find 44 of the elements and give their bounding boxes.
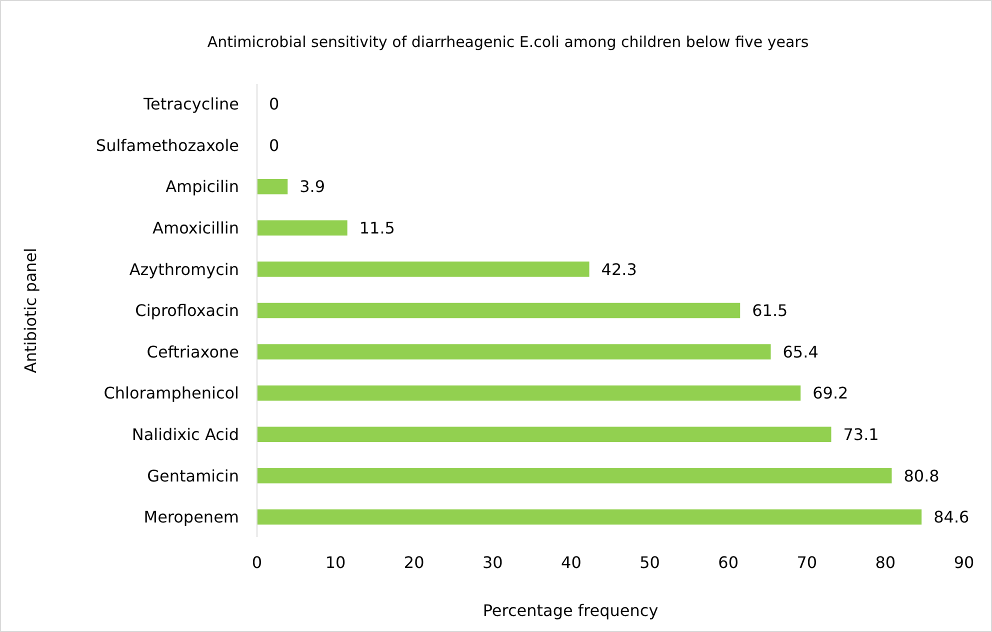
data-label: 3.9: [300, 177, 326, 196]
x-tick-label: 90: [954, 553, 974, 572]
data-label: 42.3: [601, 260, 637, 279]
bar: [257, 220, 348, 236]
y-tick-label: Amoxicillin: [152, 218, 239, 238]
x-tick-label: 80: [875, 553, 896, 572]
y-tick-label: Nalidixic Acid: [132, 424, 239, 444]
data-label: 61.5: [752, 301, 788, 320]
bar: [257, 302, 740, 318]
x-tick-label: 0: [252, 553, 262, 572]
x-tick-label: 30: [482, 553, 503, 572]
x-tick-label: 60: [718, 553, 739, 572]
data-label: 0: [269, 94, 280, 114]
y-tick-label: Ciprofloxacin: [135, 301, 239, 320]
y-tick-label: Sulfamethozaxole: [96, 136, 239, 155]
x-tick-label: 40: [561, 553, 582, 572]
data-label: 65.4: [782, 342, 818, 362]
chart-title: Antimicrobial sensitivity of diarrheagenic E.coli among children below five years: [207, 33, 809, 51]
y-tick-label: Ceftriaxone: [146, 342, 239, 362]
y-tick-label: Gentamicin: [147, 466, 239, 486]
data-label: 11.5: [359, 218, 395, 238]
y-tick-label: Meropenem: [144, 508, 239, 527]
data-label: 73.1: [843, 424, 879, 444]
bar: [257, 468, 892, 484]
data-label: 84.6: [934, 508, 970, 527]
y-tick-label: Ampicilin: [166, 177, 239, 196]
y-tick-label: Tetracycline: [142, 94, 239, 114]
x-tick-label: 50: [640, 553, 660, 572]
bar: [257, 344, 771, 360]
x-tick-label: 70: [796, 553, 818, 572]
bar: [257, 262, 590, 277]
data-label: 80.8: [904, 466, 940, 486]
x-tick-label: 10: [325, 553, 346, 572]
bar: [257, 385, 801, 401]
x-axis-title: Percentage frequency: [482, 601, 658, 620]
data-label: 69.2: [812, 384, 848, 403]
data-label: 0: [269, 136, 280, 155]
bar: [257, 509, 922, 525]
y-tick-label: Chloramphenicol: [104, 384, 239, 403]
bar: [257, 426, 832, 442]
bar: [257, 178, 288, 194]
x-tick-label: 20: [404, 553, 424, 572]
y-tick-label: Azythromycin: [129, 260, 239, 279]
y-axis-title: Antibiotic panel: [21, 248, 40, 374]
